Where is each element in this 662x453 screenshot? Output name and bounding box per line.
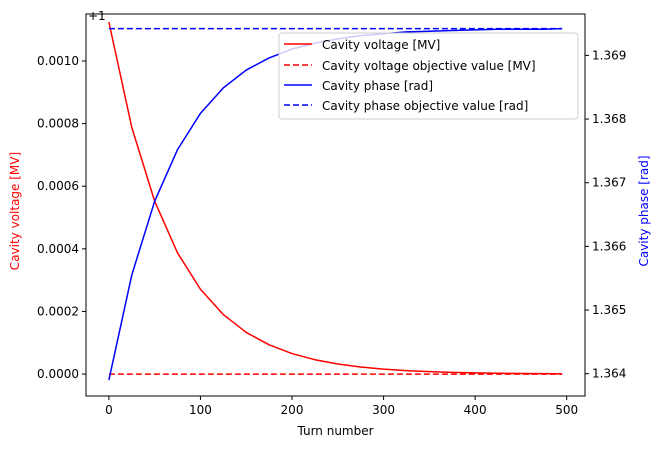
- x-tick-label: 200: [281, 403, 304, 417]
- legend-label-phase: Cavity phase [rad]: [322, 79, 433, 93]
- y-axis-left-label: Cavity voltage [MV]: [8, 152, 22, 270]
- y-right-tick-label: 1.365: [592, 303, 626, 317]
- x-tick-label: 300: [372, 403, 395, 417]
- x-axis: 0 100 200 300 400 500: [105, 396, 578, 417]
- plot-frame: [85, 13, 586, 397]
- y-left-tick-label: 0.0008: [37, 117, 79, 131]
- legend: Cavity voltage [MV] Cavity voltage objec…: [278, 32, 579, 120]
- y-left-tick-label: 0.0000: [37, 367, 79, 381]
- x-tick-label: 400: [464, 403, 487, 417]
- y-left-tick-label: 0.0004: [37, 242, 79, 256]
- x-tick-label: 100: [189, 403, 212, 417]
- y-right-tick-label: 1.366: [592, 239, 626, 253]
- x-axis-label: Turn number: [296, 424, 373, 438]
- y-axis-left: 0.0000 0.0002 0.0004 0.0006 0.0008 0.0010: [37, 54, 86, 381]
- legend-label-voltage: Cavity voltage [MV]: [322, 38, 440, 52]
- y-axis-right: 1.364 1.365 1.366 1.367 1.368 1.369: [585, 48, 626, 381]
- y-right-tick-label: 1.364: [592, 367, 626, 381]
- y-axis-right-label: Cavity phase [rad]: [637, 155, 651, 266]
- y-left-tick-label: 0.0010: [37, 54, 79, 68]
- y-right-tick-label: 1.368: [592, 112, 626, 126]
- legend-label-phase-objective: Cavity phase objective value [rad]: [322, 99, 528, 113]
- left-axis-offset-label: +1: [88, 9, 106, 23]
- series-line-0: [108, 21, 563, 375]
- y-right-tick-label: 1.369: [592, 48, 626, 62]
- legend-label-voltage-objective: Cavity voltage objective value [MV]: [322, 59, 536, 73]
- legend-box: [278, 32, 579, 120]
- y-right-tick-label: 1.367: [592, 176, 626, 190]
- x-tick-label: 0: [105, 403, 113, 417]
- y-left-tick-label: 0.0006: [37, 179, 79, 193]
- y-left-tick-label: 0.0002: [37, 304, 79, 318]
- x-tick-label: 500: [555, 403, 578, 417]
